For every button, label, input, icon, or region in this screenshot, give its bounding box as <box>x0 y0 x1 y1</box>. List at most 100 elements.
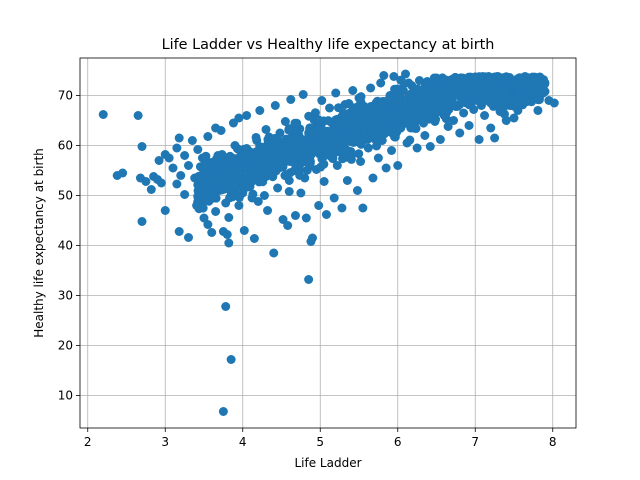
data-point <box>275 161 285 171</box>
x-tick-label: 7 <box>471 435 479 449</box>
data-point <box>366 83 376 93</box>
data-point <box>137 217 147 226</box>
data-point <box>224 238 234 248</box>
data-point <box>443 122 453 131</box>
data-point <box>263 156 273 166</box>
x-tick-label: 4 <box>239 435 247 449</box>
data-point <box>373 153 383 163</box>
data-point <box>414 76 424 85</box>
data-point <box>363 143 373 153</box>
data-point <box>435 135 445 144</box>
data-point <box>201 159 211 169</box>
data-point <box>98 110 108 119</box>
data-point <box>404 91 414 101</box>
y-tick-label: 30 <box>58 289 73 303</box>
data-point <box>522 96 532 106</box>
y-tick-label: 50 <box>58 189 73 203</box>
data-point <box>313 115 323 125</box>
data-point <box>241 158 251 168</box>
data-point <box>193 145 203 154</box>
data-point <box>449 116 459 125</box>
data-point <box>455 128 465 138</box>
data-point <box>352 186 362 195</box>
data-point <box>248 189 258 199</box>
data-point <box>273 183 283 193</box>
data-point <box>237 173 247 183</box>
data-point <box>225 153 235 163</box>
data-point <box>381 109 391 119</box>
y-axis-ticks: 10 20 30 40 50 60 70 <box>58 89 80 403</box>
data-point <box>239 226 249 235</box>
data-point <box>201 151 211 161</box>
data-point <box>321 210 331 219</box>
data-point <box>341 144 351 154</box>
data-point <box>358 110 368 120</box>
data-point <box>464 83 474 93</box>
data-point <box>226 177 236 187</box>
data-point <box>290 153 300 163</box>
data-point <box>249 234 259 243</box>
data-point <box>499 77 509 87</box>
data-point <box>255 106 265 115</box>
plot-area-frame <box>79 57 577 429</box>
data-point <box>533 95 543 105</box>
data-point <box>340 126 350 136</box>
data-point <box>304 275 314 284</box>
data-point <box>509 113 519 123</box>
data-point <box>156 178 166 188</box>
data-point <box>499 109 509 119</box>
x-tick-label: 3 <box>161 435 169 449</box>
data-point <box>310 108 320 118</box>
data-point <box>285 143 295 153</box>
data-point <box>331 88 341 98</box>
y-tick-label: 40 <box>58 239 73 253</box>
data-point <box>137 142 147 151</box>
data-point <box>387 146 397 155</box>
data-point <box>474 135 484 144</box>
data-point <box>425 142 435 151</box>
data-point <box>500 87 510 97</box>
data-point <box>272 141 282 151</box>
data-point <box>411 96 421 106</box>
data-point <box>393 161 403 170</box>
data-point <box>174 133 184 143</box>
data-point <box>472 87 482 97</box>
data-point <box>395 90 405 100</box>
data-point <box>346 154 356 164</box>
data-point <box>342 176 352 185</box>
data-point <box>405 135 415 145</box>
data-point <box>342 113 352 123</box>
data-point <box>203 220 213 229</box>
data-points <box>98 69 559 416</box>
data-point <box>368 113 378 123</box>
data-point <box>459 108 469 118</box>
data-point <box>347 137 357 147</box>
data-point <box>467 75 477 85</box>
data-point <box>356 139 366 149</box>
data-point <box>168 163 178 173</box>
data-point <box>270 101 280 110</box>
data-point <box>154 156 164 165</box>
data-point <box>282 170 292 180</box>
data-point <box>361 117 371 127</box>
data-point <box>518 73 528 83</box>
data-point <box>265 164 275 174</box>
data-point <box>232 144 242 154</box>
data-point <box>348 86 358 95</box>
data-point <box>301 213 311 223</box>
data-point <box>295 165 305 175</box>
data-point <box>526 89 536 99</box>
data-point <box>232 156 242 166</box>
data-point <box>381 163 391 173</box>
data-point <box>424 95 434 105</box>
data-point <box>464 121 474 130</box>
data-point <box>314 201 324 210</box>
data-point <box>399 78 409 88</box>
data-point <box>490 133 500 143</box>
data-point <box>420 131 430 140</box>
data-point <box>356 157 366 166</box>
data-point <box>509 101 519 111</box>
data-point <box>491 96 501 106</box>
data-point <box>409 112 419 122</box>
